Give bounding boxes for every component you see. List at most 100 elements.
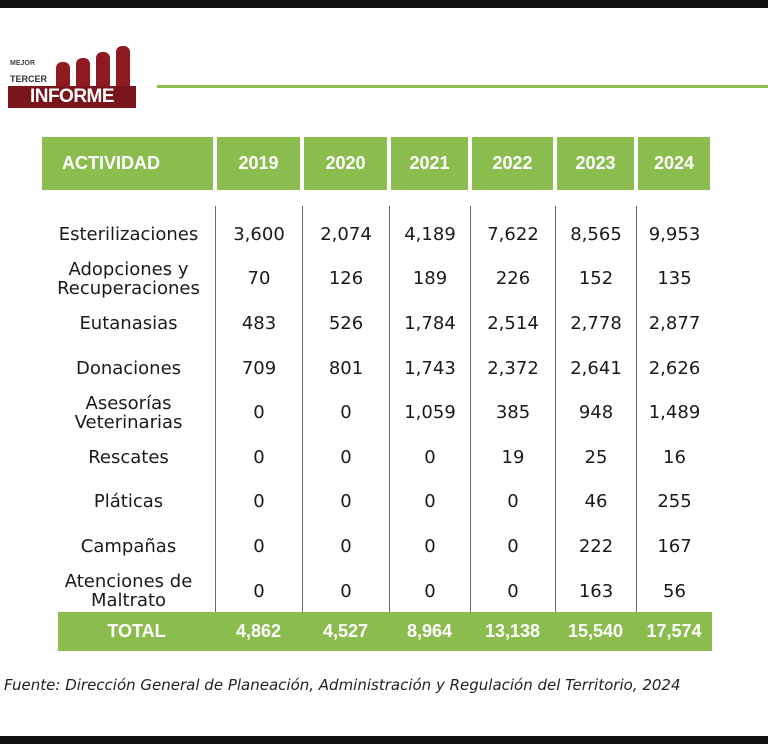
row-label: Adopciones y Recuperaciones: [57, 258, 200, 299]
table-cell: 1,489: [636, 390, 712, 435]
logo-small-text: MEJOR: [10, 60, 35, 67]
total-value: 17,574: [646, 621, 702, 641]
bottom-border: [0, 736, 768, 744]
total-value: 15,540: [567, 621, 624, 641]
row-label: Esterilizaciones: [58, 223, 199, 245]
table-cell: 0: [470, 568, 555, 614]
tercer-informe-logo: MEJOR TERCER INFORME: [8, 44, 138, 110]
table-cell: 948: [555, 390, 636, 435]
column-divider: [636, 206, 637, 212]
row-label: Atenciones de Maltrato: [64, 571, 193, 612]
table-cell: 0: [215, 568, 302, 614]
row-label: Pláticas: [93, 491, 164, 513]
table-cell: 167: [636, 524, 712, 569]
table-row: Eutanasias 483 526 1,784 2,514 2,778 2,877: [42, 301, 712, 346]
column-divider: [302, 206, 303, 212]
table-cell: 46: [555, 479, 636, 525]
top-border: [0, 0, 768, 8]
header-year: 2021: [391, 137, 468, 190]
table-cell: 226: [470, 256, 555, 302]
table-cell: 56: [636, 568, 712, 614]
header-year: 2022: [472, 137, 553, 190]
table-cell: 7,622: [470, 212, 555, 257]
table-cell: 0: [302, 568, 389, 614]
table-cell: 126: [302, 256, 389, 302]
header-year: 2023: [557, 137, 634, 190]
table-cell: 4,189: [389, 212, 470, 257]
table-cell: 8,565: [555, 212, 636, 257]
logo-pillars-icon: [54, 46, 138, 92]
header-actividad: ACTIVIDAD: [42, 137, 213, 190]
table-cell: 0: [302, 479, 389, 525]
table-cell: 19: [470, 434, 555, 480]
table-cell: 70: [215, 256, 302, 302]
table-cell: 152: [555, 256, 636, 302]
table-cell: 0: [215, 390, 302, 435]
table-cell: 1,059: [389, 390, 470, 435]
column-divider: [470, 206, 471, 212]
header-year: 2019: [217, 137, 300, 190]
table-cell: 483: [215, 301, 302, 346]
column-divider: [555, 206, 556, 212]
table-cell: 1,743: [389, 345, 470, 391]
table-cell: 801: [302, 345, 389, 391]
column-divider: [215, 206, 216, 212]
table-cell: 25: [555, 434, 636, 480]
row-label: Eutanasias: [79, 312, 178, 334]
table-cell: 0: [215, 434, 302, 480]
row-label: Donaciones: [75, 357, 182, 379]
logo-informe: INFORME: [8, 86, 136, 108]
table-cell: 255: [636, 479, 712, 525]
table-cell: 2,778: [555, 301, 636, 346]
table-cell: 0: [302, 434, 389, 480]
row-label: Asesorías Veterinarias: [74, 392, 183, 433]
table-row: Rescates 0 0 0 19 25 16: [42, 434, 712, 480]
table-cell: 709: [215, 345, 302, 391]
table-cell: 2,641: [555, 345, 636, 391]
table-cell: 0: [302, 390, 389, 435]
table-cell: 385: [470, 390, 555, 435]
source-note: Fuente: Dirección General de Planeación,…: [4, 676, 681, 694]
table-cell: 0: [302, 524, 389, 569]
table-cell: 16: [636, 434, 712, 480]
table-cell: 0: [389, 479, 470, 525]
table-cell: 2,074: [302, 212, 389, 257]
table-cell: 0: [215, 524, 302, 569]
table-row: Asesorías Veterinarias 0 0 1,059 385 948 1,489: [42, 390, 712, 435]
table-cell: 135: [636, 256, 712, 302]
table-cell: 0: [389, 524, 470, 569]
table-row: Campañas 0 0 0 0 222 167: [42, 524, 712, 569]
total-value: 13,138: [484, 621, 541, 641]
total-row: TOTAL 4,862 4,527 8,964 13,138 15,540 17,574: [58, 612, 712, 651]
column-divider: [389, 206, 390, 212]
table-row: Pláticas 0 0 0 0 46 255: [42, 479, 712, 525]
table-header: ACTIVIDAD 2019 2020 2021 2022 2023 2024: [42, 137, 712, 190]
header-year: 2020: [304, 137, 387, 190]
table-row: Donaciones 709 801 1,743 2,372 2,641 2,626: [42, 345, 712, 391]
table-cell: 0: [389, 568, 470, 614]
table-cell: 2,626: [636, 345, 712, 391]
table-cell: 0: [215, 479, 302, 525]
header-year: 2024: [638, 137, 710, 190]
logo-tercer: TERCER: [10, 74, 48, 84]
table-cell: 2,514: [470, 301, 555, 346]
table-cell: 189: [389, 256, 470, 302]
table-cell: 3,600: [215, 212, 302, 257]
table-cell: 1,784: [389, 301, 470, 346]
table-row: Adopciones y Recuperaciones 70 126 189 226 15…: [42, 256, 712, 302]
row-label: Rescates: [88, 446, 169, 468]
header-rule: [157, 85, 768, 88]
table-cell: 526: [302, 301, 389, 346]
table-cell: 0: [470, 479, 555, 525]
table-cell: 2,877: [636, 301, 712, 346]
row-label: Campañas: [80, 535, 177, 557]
table-cell: 0: [470, 524, 555, 569]
total-label: TOTAL: [107, 621, 166, 641]
total-value: 4,862: [235, 621, 282, 641]
table-body: Esterilizaciones 3,600 2,074 4,189 7,622 8,56…: [42, 206, 712, 614]
table-cell: 222: [555, 524, 636, 569]
table-cell: 0: [389, 434, 470, 480]
table-row: Esterilizaciones 3,600 2,074 4,189 7,622 8,56…: [42, 212, 712, 257]
table-cell: 163: [555, 568, 636, 614]
table-cell: 9,953: [636, 212, 712, 257]
